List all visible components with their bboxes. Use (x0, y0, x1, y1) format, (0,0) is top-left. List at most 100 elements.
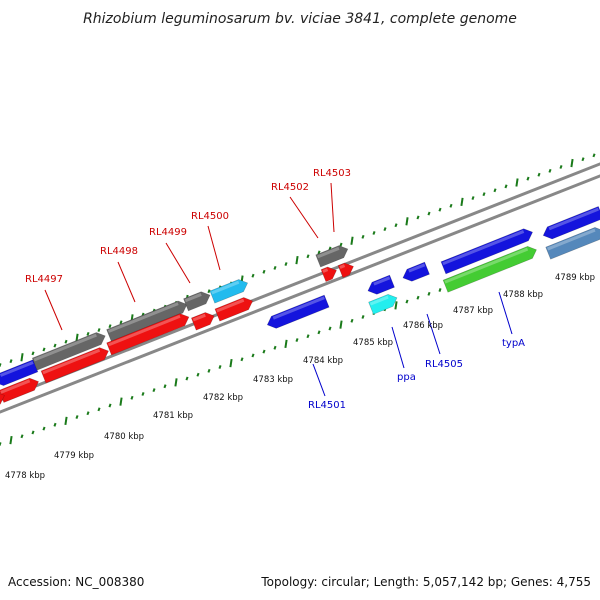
backbone-line-lower (0, 174, 600, 414)
gene-arrow[interactable] (541, 206, 600, 241)
scale-label: 4786 kbp (403, 321, 443, 331)
reverse-gene-label[interactable]: RL4505 (425, 359, 463, 370)
minor-tick (526, 176, 530, 181)
gene-arrow[interactable] (183, 289, 213, 312)
minor-tick (383, 227, 387, 232)
forward-leader-line (207, 225, 221, 271)
minor-tick (273, 265, 277, 270)
gene-arrow[interactable] (440, 226, 535, 275)
minor-tick (119, 320, 123, 325)
gene-arrow[interactable] (190, 310, 216, 331)
minor-tick (317, 250, 321, 255)
reverse-gene-label[interactable]: RL4501 (308, 400, 346, 411)
major-tick (515, 178, 519, 187)
gene-arrow[interactable] (320, 264, 339, 283)
genome-summary-text: Topology: circular; Length: 5,057,142 bp… (260, 575, 591, 589)
gene-highlight (107, 302, 179, 333)
minor-tick (306, 254, 310, 259)
scale-label: 4789 kbp (555, 273, 595, 283)
minor-tick (427, 211, 431, 216)
major-tick (20, 353, 24, 362)
scale-label: 4782 kbp (203, 393, 243, 403)
minor-tick (130, 395, 134, 400)
forward-gene-label[interactable]: RL4497 (25, 274, 63, 285)
gene-shape (190, 312, 215, 331)
gene-highlight (548, 207, 599, 231)
gene-highlight (107, 314, 181, 347)
gene-arrow[interactable] (0, 376, 41, 403)
scale-label: 4778 kbp (5, 471, 45, 481)
gene-shape (367, 274, 395, 295)
minor-tick (328, 326, 332, 331)
gene-arrow[interactable] (265, 294, 330, 331)
minor-tick (405, 299, 409, 304)
gene-shape (442, 246, 537, 293)
gene-shape (402, 261, 430, 282)
minor-tick (141, 391, 145, 396)
minor-tick (163, 384, 167, 389)
gene-highlight (444, 247, 529, 284)
minor-tick (42, 347, 46, 352)
gene-arrow[interactable] (106, 298, 190, 343)
minor-tick (427, 291, 431, 296)
gene-highlight (339, 264, 346, 269)
reverse-gene-label[interactable]: typA (502, 338, 525, 349)
gene-arrow[interactable] (315, 243, 351, 268)
minor-tick (86, 331, 90, 336)
minor-tick (361, 234, 365, 239)
minor-tick (438, 207, 442, 212)
gene-arrow[interactable] (366, 274, 395, 297)
gene-shape (40, 347, 109, 384)
reverse-leader-line (312, 363, 326, 397)
minor-tick (306, 334, 310, 339)
gene-arrow[interactable] (209, 277, 250, 304)
gene-arrow[interactable] (214, 295, 255, 322)
minor-tick (86, 411, 90, 416)
leader-lines (44, 182, 513, 397)
forward-leader-line (117, 261, 136, 303)
reverse-leader-line (498, 291, 513, 335)
forward-gene-label[interactable]: RL4502 (271, 182, 309, 193)
labels-layer: 4778 kbp 4779 kbp 4780 kbp 4781 kbp 4782 kbp… (5, 168, 595, 481)
minor-tick (196, 372, 200, 377)
forward-leader-line (44, 289, 63, 331)
forward-gene-label[interactable]: RL4499 (149, 227, 187, 238)
forward-gene-label[interactable]: RL4503 (313, 168, 351, 179)
gene-arrow[interactable] (31, 330, 107, 371)
gene-arrow[interactable] (401, 261, 430, 284)
gene-highlight (42, 348, 101, 375)
gene-arrow[interactable] (545, 225, 600, 260)
gene-highlight (211, 280, 240, 295)
gene-arrow[interactable] (40, 345, 111, 384)
gene-arrow[interactable] (442, 244, 539, 293)
gene-arrow[interactable] (337, 260, 356, 279)
gene-shape (0, 377, 39, 403)
gene-shape (368, 294, 398, 315)
gene-arrow[interactable] (106, 311, 192, 356)
forward-gene-label[interactable]: RL4498 (100, 246, 138, 257)
minor-tick (64, 339, 68, 344)
inner-tick-track (0, 280, 464, 446)
reverse-gene-label[interactable]: ppa (397, 372, 416, 383)
gene-highlight (184, 293, 202, 303)
forward-gene-label[interactable]: RL4500 (191, 211, 229, 222)
minor-tick (108, 324, 112, 329)
gene-shape (106, 313, 190, 356)
gene-arrow[interactable] (0, 389, 7, 408)
major-tick (119, 397, 123, 406)
minor-tick (240, 357, 244, 362)
minor-tick (108, 403, 112, 408)
minor-tick (251, 353, 255, 358)
scale-label: 4779 kbp (54, 451, 94, 461)
accession-text: Accession: NC_008380 (8, 575, 144, 589)
minor-tick (416, 215, 420, 220)
minor-tick (482, 192, 486, 197)
gene-arrow[interactable] (368, 292, 400, 315)
minor-tick (207, 289, 211, 294)
scale-label: 4781 kbp (153, 411, 193, 421)
minor-tick (31, 430, 35, 435)
minor-tick (295, 338, 299, 343)
minor-tick (75, 415, 79, 420)
forward-leader-line (289, 196, 319, 239)
minor-tick (504, 184, 508, 189)
